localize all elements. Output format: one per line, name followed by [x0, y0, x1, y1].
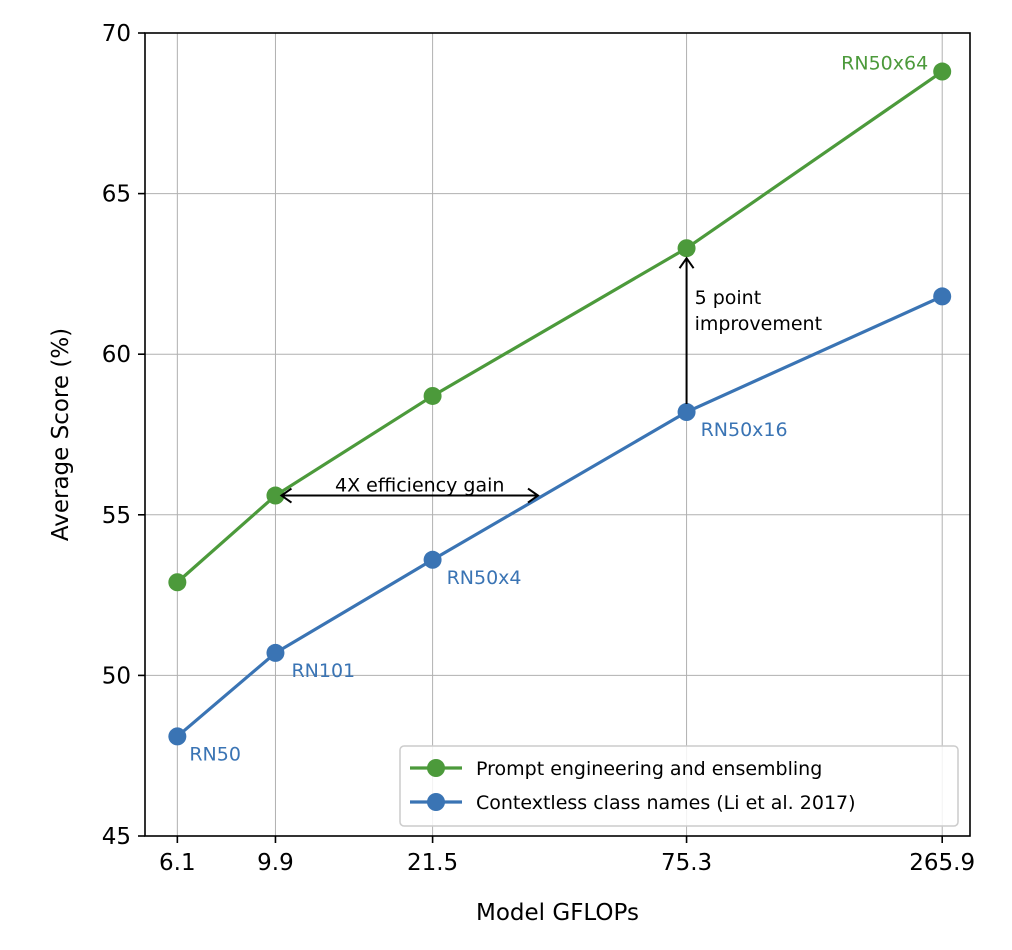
- y-tick-label: 55: [102, 503, 131, 529]
- legend-entry: Contextless class names (Li et al. 2017): [476, 792, 856, 814]
- series-line: [176, 70, 944, 584]
- data-point: [168, 573, 187, 592]
- point-label: RN50: [189, 743, 241, 765]
- data-point: [677, 403, 696, 422]
- data-point: [168, 727, 187, 746]
- grid: [145, 32, 970, 837]
- annotations: RN50 RN101 RN50x4 RN50x16 RN50x64 4X efficien…: [189, 53, 928, 766]
- point-label: RN50x16: [701, 419, 788, 441]
- efficiency-arrow-head-left: [279, 487, 293, 504]
- x-tick-label: 6.1: [159, 850, 196, 876]
- axes: 6.1 9.9 21.5 75.3 265.9 45 50 55 60 65 70 Model GFL…: [48, 21, 975, 926]
- y-axis-title: Average Score (%): [48, 328, 74, 541]
- x-axis-title: Model GFLOPs: [476, 900, 639, 926]
- data-point: [423, 386, 442, 405]
- y-tick-label: 65: [102, 182, 131, 208]
- point-label: RN101: [291, 660, 355, 682]
- data-point: [423, 550, 442, 569]
- improvement-label: 5 point improvement: [695, 287, 823, 335]
- legend-entry: Prompt engineering and ensembling: [476, 758, 822, 780]
- plot-frame: [144, 32, 971, 837]
- efficiency-arrow-head-right: [527, 487, 540, 504]
- y-tick-label: 50: [102, 663, 131, 689]
- efficiency-gain-label: 4X efficiency gain: [335, 475, 504, 497]
- legend: Prompt engineering and ensembling Context…: [399, 745, 959, 827]
- x-tick-label: 75.3: [661, 850, 712, 876]
- improvement-label-line: improvement: [695, 313, 823, 335]
- y-tick-label: 60: [102, 342, 131, 368]
- improvement-arrow-head: [678, 256, 695, 269]
- series-layer: [168, 62, 952, 746]
- y-tick-label: 45: [102, 824, 131, 850]
- x-tick-label: 265.9: [909, 850, 975, 876]
- data-point: [933, 287, 952, 306]
- data-point: [266, 486, 285, 505]
- y-tick-label: 70: [102, 21, 131, 47]
- x-tick-label: 9.9: [257, 850, 294, 876]
- legend-swatch-marker: [427, 793, 445, 811]
- point-label: RN50x64: [841, 53, 928, 75]
- data-point: [266, 643, 285, 662]
- x-tick-label: 21.5: [407, 850, 458, 876]
- improvement-label-line: 5 point: [695, 287, 762, 309]
- legend-swatch-marker: [427, 759, 445, 777]
- data-point: [677, 239, 696, 258]
- legend-box: [399, 745, 959, 827]
- data-point: [933, 62, 952, 81]
- point-label: RN50x4: [447, 567, 522, 589]
